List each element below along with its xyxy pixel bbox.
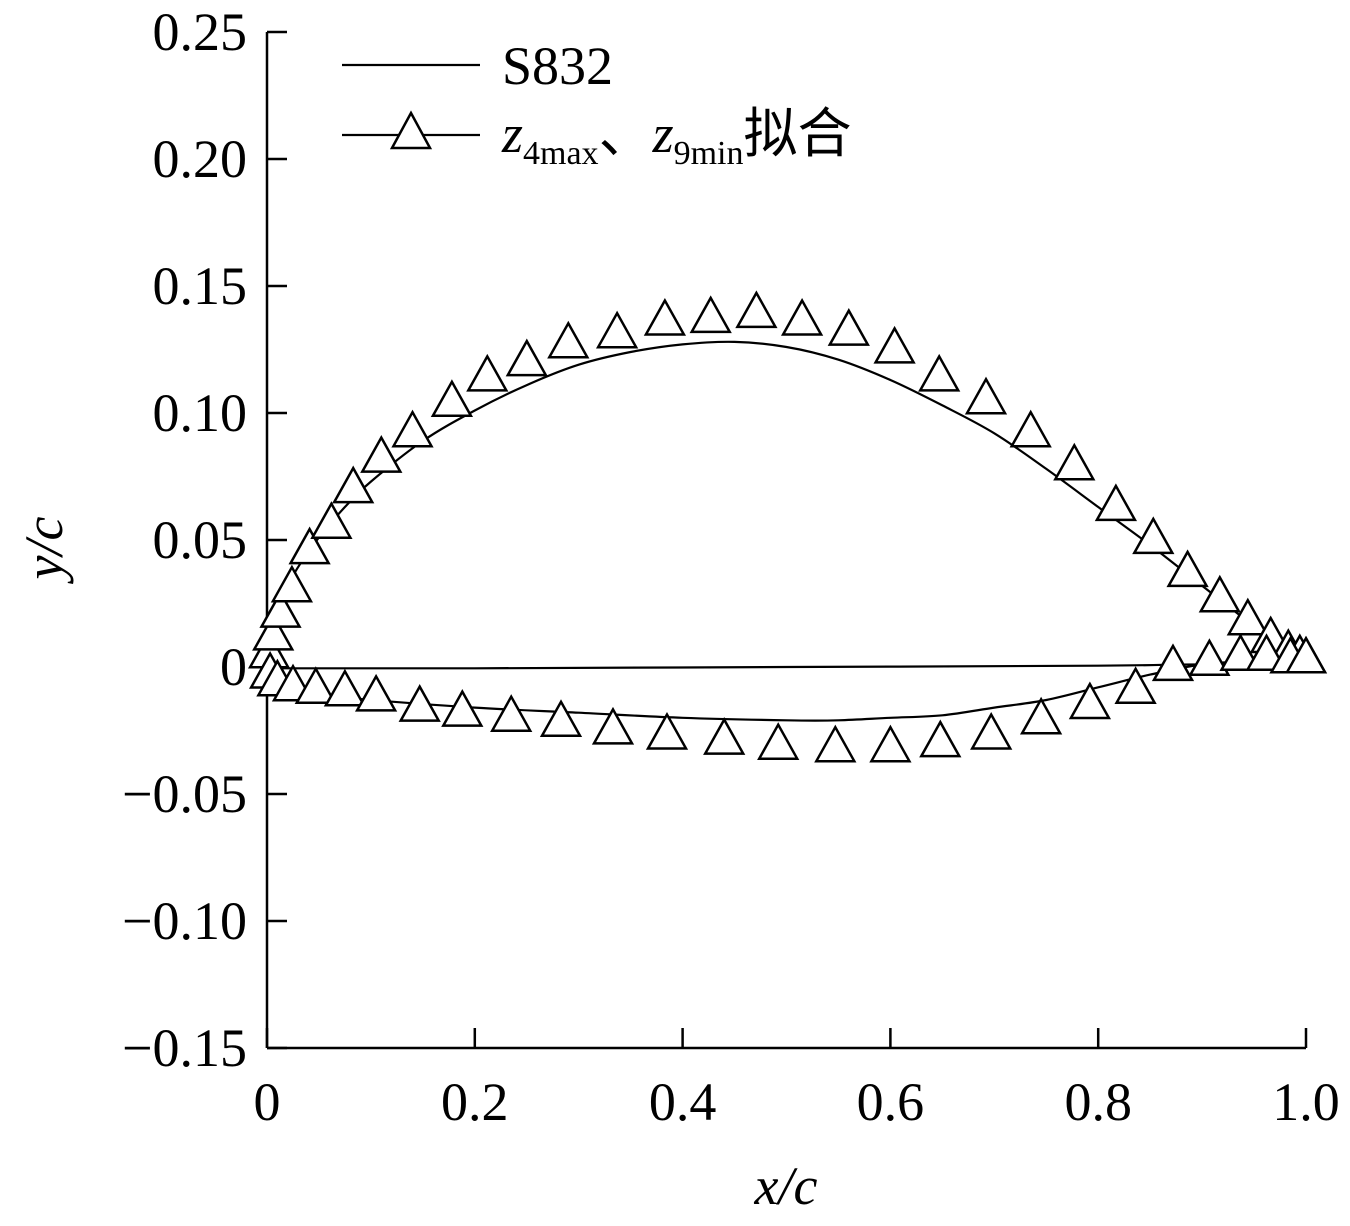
fit-marker-upper bbox=[252, 612, 295, 651]
x-ticks: 0 0.2 0.4 0.6 0.8 1.0 bbox=[254, 1028, 1340, 1132]
x-tick-label: 0.8 bbox=[1064, 1072, 1132, 1132]
y-tick-label: 0.05 bbox=[153, 510, 248, 570]
y-tick-label: 0.10 bbox=[153, 383, 248, 443]
fit-marker-lower bbox=[398, 684, 441, 722]
fit-marker-upper bbox=[466, 353, 509, 392]
legend-s832-label: S832 bbox=[502, 36, 613, 96]
fit-marker-upper bbox=[1132, 516, 1175, 555]
legend-fit-var2: z bbox=[652, 104, 674, 164]
fit-marker-lower bbox=[441, 689, 484, 727]
fit-marker-lower bbox=[1219, 633, 1262, 672]
y-tick-label: 0.25 bbox=[153, 2, 248, 62]
fit-series bbox=[247, 290, 1328, 763]
fit-marker-upper bbox=[360, 435, 403, 473]
fit-marker-upper bbox=[430, 379, 474, 418]
fit-marker-lower bbox=[1019, 696, 1063, 735]
fit-marker-lower bbox=[1245, 633, 1288, 672]
y-ticks: −0.15 −0.10 −0.05 0 0.05 0.10 0.15 0.20 0.25 bbox=[122, 2, 287, 1078]
fit-marker-upper bbox=[1053, 442, 1096, 481]
fit-marker-lower bbox=[970, 711, 1013, 750]
fit-marker-upper bbox=[595, 310, 639, 349]
fit-marker-lower bbox=[645, 711, 689, 750]
fit-marker-lower bbox=[757, 722, 800, 760]
fit-marker-lower bbox=[814, 724, 857, 763]
fit-marker-lower bbox=[323, 668, 367, 707]
fit-marker-upper bbox=[1198, 574, 1241, 613]
fit-marker-upper bbox=[1009, 409, 1052, 448]
fit-marker-upper bbox=[827, 308, 870, 346]
fit-marker-upper bbox=[735, 290, 778, 329]
fit-marker-lower bbox=[294, 666, 337, 705]
x-axis-title: x/c bbox=[754, 1156, 818, 1216]
fit-marker-lower bbox=[539, 699, 583, 738]
legend-fit-sub1: 4max bbox=[523, 135, 599, 172]
s832-camber-line bbox=[266, 663, 1307, 670]
x-tick-label: 0.2 bbox=[441, 1072, 509, 1132]
fit-marker-lower bbox=[591, 706, 635, 745]
legend-fit-sub2: 9min bbox=[674, 135, 744, 172]
legend-fit-var1: z bbox=[501, 104, 523, 164]
fit-marker-lower bbox=[703, 717, 746, 755]
y-tick-label: −0.15 bbox=[122, 1018, 247, 1078]
y-tick-label: −0.05 bbox=[122, 764, 247, 824]
y-tick-label: 0.20 bbox=[153, 129, 248, 189]
fit-marker-upper bbox=[873, 325, 916, 364]
fit-marker-upper bbox=[1166, 549, 1209, 588]
fit-marker-lower bbox=[869, 724, 912, 763]
y-axis-title: y/c bbox=[14, 517, 74, 585]
y-tick-label: 0 bbox=[220, 637, 247, 697]
fit-marker-upper bbox=[918, 353, 961, 392]
legend-fit-sep: 、 bbox=[599, 104, 653, 164]
s832-upper-line bbox=[265, 340, 1307, 668]
fit-marker-upper bbox=[288, 526, 331, 565]
fit-marker-upper bbox=[259, 590, 302, 628]
fit-marker-upper bbox=[391, 409, 434, 448]
fit-marker-upper bbox=[547, 320, 590, 359]
fit-marker-upper bbox=[643, 297, 687, 336]
fit-marker-upper bbox=[505, 338, 548, 377]
fit-marker-lower bbox=[919, 719, 962, 758]
legend: S832 z4max、z9min拟合 bbox=[342, 36, 851, 172]
fit-marker-upper bbox=[270, 564, 314, 603]
fit-marker-lower bbox=[354, 673, 398, 712]
y-tick-label: 0.15 bbox=[153, 256, 248, 316]
fit-marker-lower bbox=[1151, 643, 1195, 682]
fit-marker-upper bbox=[1226, 597, 1269, 636]
fit-marker-upper bbox=[1094, 483, 1138, 522]
fit-marker-lower bbox=[1188, 638, 1231, 677]
fit-marker-lower bbox=[1284, 635, 1328, 674]
fit-marker-upper bbox=[964, 376, 1008, 415]
fit-marker-upper bbox=[780, 297, 824, 336]
x-tick-label: 0 bbox=[254, 1072, 281, 1132]
x-tick-label: 0.6 bbox=[857, 1072, 925, 1132]
fit-marker-lower bbox=[490, 694, 533, 732]
fit-marker-upper bbox=[332, 465, 375, 504]
legend-fit-suffix: 拟合 bbox=[743, 102, 851, 165]
legend-fit-marker bbox=[389, 110, 433, 150]
x-tick-label: 1.0 bbox=[1272, 1072, 1340, 1132]
legend-fit-label: z4max、z9min拟合 bbox=[501, 102, 851, 172]
y-tick-label: −0.10 bbox=[122, 891, 247, 951]
fit-marker-lower bbox=[1068, 681, 1112, 720]
fit-marker-upper bbox=[689, 295, 732, 334]
x-tick-label: 0.4 bbox=[649, 1072, 717, 1132]
fit-marker-upper bbox=[310, 501, 353, 539]
fit-marker-lower bbox=[1114, 666, 1157, 705]
